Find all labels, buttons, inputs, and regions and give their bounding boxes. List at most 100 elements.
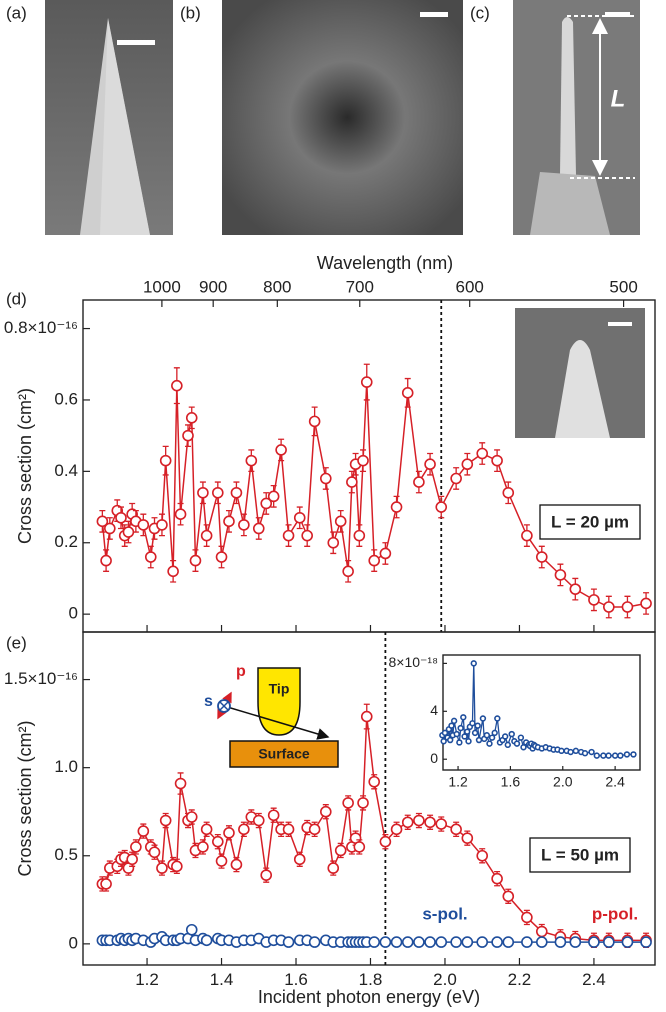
y-tick-label: 1.5×10⁻¹⁶ [4, 669, 78, 688]
data-point [476, 447, 489, 460]
data-point [475, 736, 483, 744]
data-point [96, 515, 109, 528]
data-point [390, 823, 403, 836]
data-point [104, 522, 116, 535]
data-point [535, 925, 548, 938]
x-tick-label: 1.6 [284, 970, 308, 989]
panel-label: (b) [180, 3, 201, 22]
data-point [197, 841, 209, 853]
data-point [126, 853, 138, 866]
panel-label: (c) [470, 3, 490, 22]
sem-image-a [45, 0, 173, 235]
data-point [238, 823, 250, 836]
data-point [100, 554, 112, 567]
y-tick-label: 0.2 [54, 532, 78, 551]
data-point [623, 751, 631, 758]
data-point [460, 714, 467, 721]
data-point [308, 823, 321, 836]
data-point [502, 936, 515, 948]
schematic: Tip Surface p s [204, 663, 339, 768]
y-tick-label: 0 [430, 750, 438, 766]
data-point [360, 376, 373, 388]
data-point [491, 454, 503, 467]
data-point [461, 936, 474, 948]
data-point [521, 911, 533, 924]
data-point [441, 729, 449, 737]
data-point [174, 777, 187, 790]
tip-label: Tip [269, 681, 290, 697]
data-point [603, 936, 615, 948]
y-tick-label: 8×10⁻¹⁸ [389, 654, 439, 670]
data-point [130, 841, 142, 853]
y-tick-label: 0.5 [54, 845, 78, 864]
data-point [450, 717, 458, 725]
sem-image-c: L [513, 0, 640, 235]
data-point [230, 858, 243, 871]
plot-frame [442, 654, 641, 771]
data-point [115, 511, 127, 524]
data-point [435, 501, 448, 513]
data-point [308, 415, 321, 428]
data-point [603, 601, 615, 613]
data-point [167, 565, 179, 578]
panel-label: (e) [6, 633, 27, 652]
data-point [413, 476, 425, 488]
data-point [488, 734, 496, 741]
data-point [440, 738, 447, 745]
data-point [327, 536, 340, 549]
data-point [282, 823, 295, 836]
data-point [461, 832, 474, 844]
data-point [215, 551, 228, 563]
data-point [275, 444, 287, 456]
series-label: s-pol. [422, 904, 467, 923]
data-point [401, 387, 414, 399]
data-point [379, 936, 392, 948]
x2-tick-label: 700 [346, 277, 374, 296]
data-point [424, 458, 436, 471]
x2-axis-title: Wavelength (nm) [317, 253, 453, 273]
data-point [513, 740, 521, 747]
x2-tick-label: 600 [456, 277, 484, 296]
data-point [588, 936, 600, 948]
data-point [282, 529, 295, 542]
data-point [471, 729, 479, 737]
length-label: L [611, 85, 626, 112]
data-point [461, 458, 474, 471]
data-point [223, 515, 235, 528]
data-point [569, 583, 582, 595]
data-point [320, 472, 332, 485]
data-point [470, 660, 477, 667]
data-point [453, 730, 460, 738]
data-point [368, 775, 381, 788]
data-point [144, 551, 157, 563]
annotation-box [539, 504, 641, 540]
data-point [223, 827, 235, 839]
data-point [379, 835, 392, 848]
data-point [267, 809, 280, 822]
data-point [435, 818, 448, 830]
data-point [588, 594, 600, 606]
panel-label: (a) [6, 3, 27, 22]
x-tick-label: 1.6 [501, 773, 521, 789]
data-point [520, 744, 527, 751]
data-point [535, 551, 548, 563]
data-point [554, 569, 567, 581]
data-point [469, 720, 476, 727]
data-point [185, 412, 198, 424]
data-point [390, 501, 403, 513]
data-point [230, 486, 243, 499]
data-point [446, 736, 454, 744]
data-point [535, 936, 548, 948]
data-point [554, 936, 567, 948]
x2-tick-label: 800 [263, 277, 291, 296]
x-tick-label: 2.0 [553, 773, 573, 789]
data-point [517, 734, 525, 741]
data-point [621, 936, 634, 948]
data-point [617, 752, 624, 759]
panel-label: (d) [6, 289, 27, 308]
data-point [457, 724, 464, 732]
data-point [368, 554, 381, 567]
p-label: p [236, 663, 246, 680]
data-point [640, 936, 652, 948]
